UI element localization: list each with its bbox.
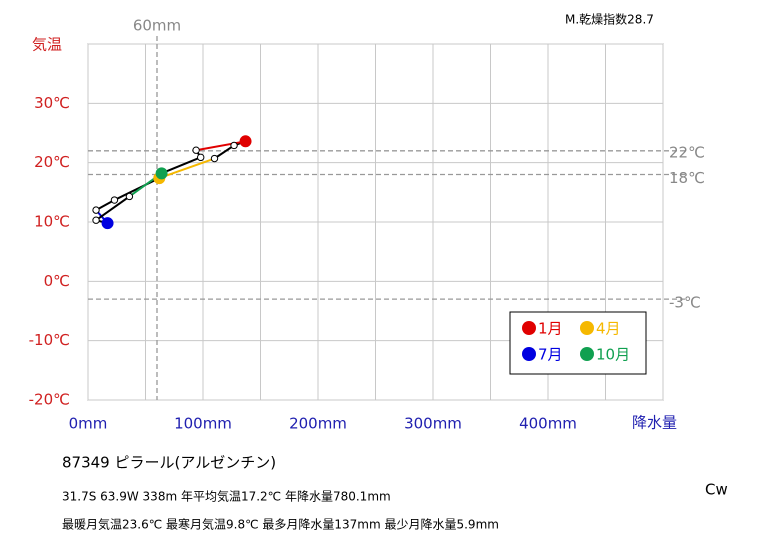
y-tick-label: 20℃	[34, 153, 70, 171]
climate-class: Cw	[705, 481, 728, 499]
legend-marker	[580, 347, 594, 361]
month-point	[101, 217, 114, 230]
x-axis-label: 降水量	[632, 414, 677, 432]
legend-label: 7月	[538, 346, 563, 364]
info-line: 31.7S 63.9W 338m 年平均気温17.2℃ 年降水量780.1mm	[62, 489, 391, 504]
legend-label: 10月	[596, 346, 630, 364]
y-tick-label: 30℃	[34, 94, 70, 112]
month-segment	[213, 144, 235, 160]
reference-label: 60mm	[133, 17, 181, 35]
legend-marker	[522, 347, 536, 361]
x-tick-label: 300mm	[404, 415, 462, 433]
x-tick-label: 0mm	[69, 415, 108, 433]
month-point	[110, 196, 119, 204]
month-segment	[195, 140, 246, 152]
reference-label: -3℃	[669, 294, 701, 312]
y-tick-label: 10℃	[34, 213, 70, 231]
month-point	[210, 154, 219, 163]
x-tick-label: 200mm	[289, 415, 347, 433]
station: 87349 ピラール(アルゼンチン)	[62, 454, 276, 472]
month-point	[230, 141, 238, 150]
info-line: 最暖月気温23.6℃ 最寒月気温9.8℃ 最多月降水量137mm 最少月降水量5…	[62, 517, 499, 532]
month-segment	[158, 157, 215, 180]
legend-label: 1月	[538, 320, 563, 338]
legend-marker	[522, 321, 536, 335]
month-point	[155, 167, 168, 180]
month-point	[197, 153, 205, 162]
y-tick-label: 0℃	[44, 272, 70, 290]
y-tick-label: -10℃	[29, 331, 70, 349]
month-point	[125, 192, 134, 201]
legend-marker	[580, 321, 594, 335]
x-tick-label: 400mm	[519, 415, 577, 433]
month-point	[239, 135, 252, 148]
legend-label: 4月	[596, 320, 621, 338]
x-tick-label: 100mm	[174, 415, 232, 433]
month-segment	[95, 195, 130, 222]
reference-label: 18℃	[669, 169, 705, 187]
month-point	[192, 146, 200, 154]
month-point	[92, 216, 100, 224]
month-segment	[114, 177, 160, 201]
y-tick-label: -20℃	[29, 391, 70, 409]
y-axis-label: 気温	[32, 36, 62, 54]
month-point	[92, 206, 100, 214]
reference-label: 22℃	[669, 143, 705, 161]
aridity: M.乾燥指数28.7	[565, 12, 654, 27]
month-segment	[161, 156, 202, 175]
